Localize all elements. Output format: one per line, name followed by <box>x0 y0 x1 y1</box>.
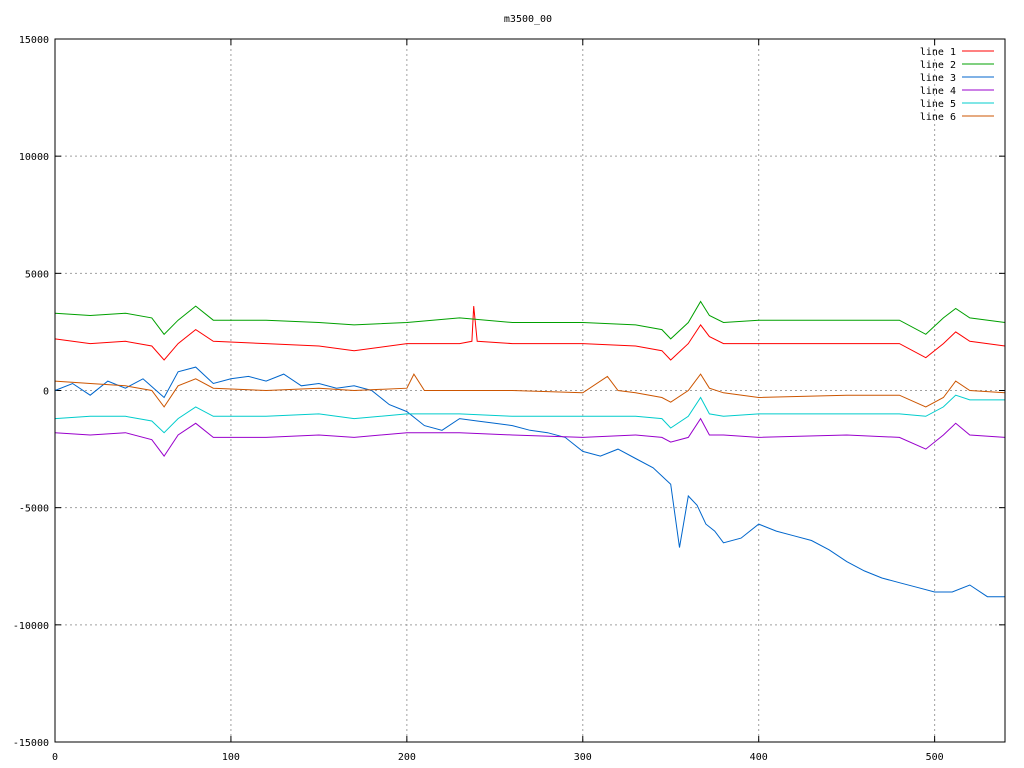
series-line-2 <box>54 300 1006 340</box>
legend-label: line 3 <box>920 73 956 84</box>
chart-title: m3500_00 <box>504 14 552 25</box>
series-line-4 <box>54 417 1006 457</box>
plot-frame <box>54 38 1006 743</box>
legend-label: line 1 <box>920 47 956 58</box>
legend: line 1 line 2 line 3 line 4 line 5 line 6 <box>920 47 994 123</box>
x-tick-label: 200 <box>398 752 416 763</box>
legend-label: line 2 <box>920 60 956 71</box>
y-tick-label: -15000 <box>13 738 49 749</box>
legend-label: line 6 <box>920 112 956 123</box>
x-tick-label: 300 <box>574 752 592 763</box>
series-line-6 <box>54 373 1006 408</box>
y-tick-label: 10000 <box>19 152 49 163</box>
grid-lines <box>55 39 1005 742</box>
y-tick-label: -5000 <box>19 504 49 515</box>
series-line-5 <box>54 394 1005 434</box>
axis-ticks: 0 100 200 300 400 500 -15000 -10000 -5000 0 5000 10… <box>13 35 1005 763</box>
x-tick-label: 0 <box>52 752 58 763</box>
series-line-3 <box>54 366 1005 598</box>
x-tick-label: 500 <box>926 752 944 763</box>
y-tick-label: 5000 <box>25 269 49 280</box>
series-layer <box>54 300 1006 598</box>
legend-label: line 4 <box>920 86 956 97</box>
x-tick-label: 100 <box>222 752 240 763</box>
series-line-1 <box>54 306 1006 361</box>
y-tick-label: 15000 <box>19 35 49 46</box>
x-tick-label: 400 <box>750 752 768 763</box>
y-tick-label: 0 <box>43 387 49 398</box>
y-tick-label: -10000 <box>13 621 49 632</box>
legend-label: line 5 <box>920 99 956 110</box>
